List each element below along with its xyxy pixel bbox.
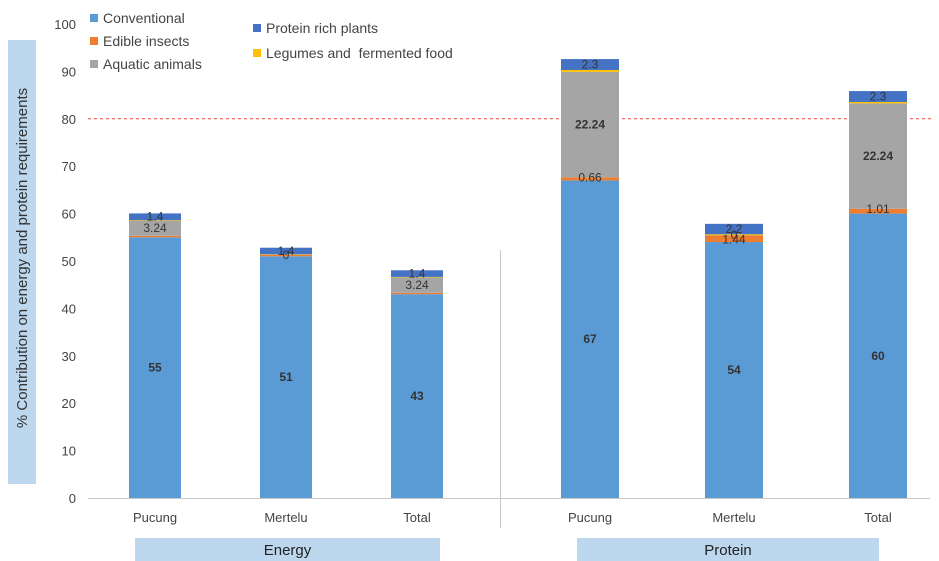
- bar-segment-protein-rich-plants: [849, 91, 907, 102]
- bar-segment-conventional: [705, 242, 763, 498]
- data-label: 0: [283, 248, 290, 262]
- group-band: [577, 538, 879, 561]
- legend-swatch: [253, 49, 261, 57]
- data-label: 67: [583, 332, 597, 346]
- y-tick-label: 20: [62, 396, 76, 411]
- bar-segment-protein-rich-plants: [260, 247, 312, 255]
- bar-segment-aquatic-animals: [849, 103, 907, 209]
- x-category-label: Total: [403, 510, 431, 525]
- data-label: 2.3: [582, 58, 599, 72]
- ylabel-band: [8, 40, 36, 484]
- data-label: 1.4: [147, 210, 164, 224]
- bar-segment-legumes-and-fermented-food: [705, 234, 763, 236]
- data-label: 43: [410, 389, 424, 403]
- bar-segment-conventional: [849, 213, 907, 498]
- bar-segment-conventional: [129, 237, 181, 499]
- y-tick-label: 50: [62, 254, 76, 269]
- bar-segment-protein-rich-plants: [705, 223, 763, 235]
- bar-segment-protein-rich-plants: [129, 213, 181, 221]
- bar-segment-protein-rich-plants: [561, 59, 619, 70]
- x-category-label: Pucung: [133, 510, 177, 525]
- bar-segment-conventional: [260, 256, 312, 498]
- y-tick-label: 70: [62, 159, 76, 174]
- y-tick-label: 100: [54, 17, 76, 32]
- data-label: 3.24: [405, 278, 429, 292]
- data-label: 55: [148, 361, 162, 375]
- x-category-label: Pucung: [568, 510, 612, 525]
- data-label: 2.2: [726, 222, 743, 236]
- legend-swatch: [90, 37, 98, 45]
- legend-label: Conventional: [103, 10, 185, 26]
- data-label: 1.4: [278, 244, 295, 258]
- bar-segment-edible-insects: [849, 208, 907, 214]
- data-label: 3.24: [143, 221, 167, 235]
- bar-segment-legumes-and-fermented-food: [129, 220, 181, 221]
- bar-segment-legumes-and-fermented-food: [260, 254, 312, 255]
- group-band: [135, 538, 440, 561]
- y-tick-label: 90: [62, 64, 76, 79]
- group-label-energy: Energy: [264, 542, 312, 559]
- legend-swatch: [253, 24, 261, 32]
- data-label: 1.4: [409, 267, 426, 281]
- x-category-label: Mertelu: [712, 510, 755, 525]
- x-category-label: Mertelu: [264, 510, 307, 525]
- bar-segment-aquatic-animals: [129, 220, 181, 236]
- data-label: 1.01: [866, 202, 890, 216]
- legend-label: Protein rich plants: [266, 20, 378, 36]
- y-tick-label: 80: [62, 112, 76, 127]
- data-label: 1.44: [722, 233, 746, 247]
- legend-label: Legumes and fermented food: [266, 45, 453, 61]
- x-category-label: Total: [864, 510, 892, 525]
- bar-segment-edible-insects: [260, 254, 312, 257]
- bar-segment-legumes-and-fermented-food: [391, 276, 443, 278]
- bar-segment-edible-insects: [129, 235, 181, 238]
- bar-segment-conventional: [561, 180, 619, 499]
- data-label: 54: [727, 363, 741, 377]
- data-label: 22.24: [575, 118, 605, 132]
- data-label: 0: [731, 228, 738, 242]
- data-label: 2.3: [870, 90, 887, 104]
- legend-label: Edible insects: [103, 33, 189, 49]
- data-label: 51: [279, 370, 293, 384]
- bar-segment-edible-insects: [391, 292, 443, 295]
- bar-segment-protein-rich-plants: [391, 270, 443, 277]
- y-tick-label: 40: [62, 301, 76, 316]
- legend-swatch: [90, 14, 98, 22]
- bar-segment-edible-insects: [561, 177, 619, 181]
- bar-segment-legumes-and-fermented-food: [561, 69, 619, 72]
- bar-segment-legumes-and-fermented-food: [849, 101, 907, 104]
- bar-segment-aquatic-animals: [561, 71, 619, 178]
- group-label-protein: Protein: [704, 542, 752, 559]
- bar-segment-edible-insects: [705, 235, 763, 243]
- data-label: 60: [871, 349, 885, 363]
- bar-segment-aquatic-animals: [391, 277, 443, 293]
- y-tick-label: 0: [69, 491, 76, 506]
- y-tick-label: 10: [62, 444, 76, 459]
- data-label: 22.24: [863, 149, 893, 163]
- y-tick-label: 60: [62, 207, 76, 222]
- legend-swatch: [90, 60, 98, 68]
- legend-label: Aquatic animals: [103, 56, 202, 72]
- y-tick-label: 30: [62, 349, 76, 364]
- bar-segment-conventional: [391, 294, 443, 498]
- y-axis-title: % Contribution on energy and protein req…: [14, 88, 31, 428]
- data-label: 0.66: [578, 170, 602, 184]
